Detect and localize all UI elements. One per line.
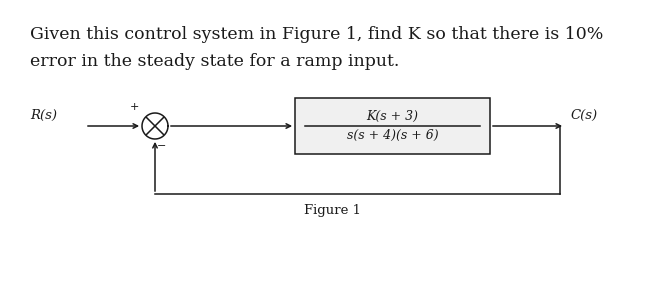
Text: C(s): C(s) (570, 109, 597, 122)
Text: error in the steady state for a ramp input.: error in the steady state for a ramp inp… (30, 53, 400, 70)
Text: +: + (130, 102, 139, 112)
Text: s(s + 4)(s + 6): s(s + 4)(s + 6) (346, 129, 438, 142)
Text: K(s + 3): K(s + 3) (366, 110, 418, 123)
Text: Figure 1: Figure 1 (303, 204, 360, 217)
Text: R(s): R(s) (30, 109, 57, 122)
FancyBboxPatch shape (295, 98, 490, 154)
Text: −: − (157, 141, 166, 151)
Text: Given this control system in Figure 1, find K so that there is 10%: Given this control system in Figure 1, f… (30, 26, 603, 43)
